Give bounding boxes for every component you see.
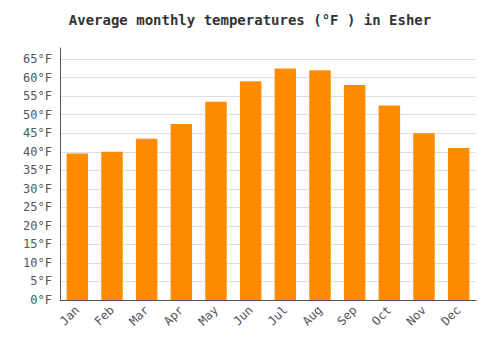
svg-text:15°F: 15°F: [23, 237, 52, 251]
svg-text:60°F: 60°F: [23, 71, 52, 85]
svg-text:Jun: Jun: [230, 303, 255, 328]
svg-text:30°F: 30°F: [23, 182, 52, 196]
svg-text:40°F: 40°F: [23, 145, 52, 159]
svg-text:Average monthly temperatures (: Average monthly temperatures (°F ) in Es…: [69, 12, 431, 28]
svg-text:50°F: 50°F: [23, 108, 52, 122]
svg-text:Sep: Sep: [334, 303, 359, 328]
svg-text:Feb: Feb: [92, 303, 117, 328]
svg-text:May: May: [196, 303, 221, 328]
svg-text:45°F: 45°F: [23, 126, 52, 140]
svg-text:Apr: Apr: [161, 303, 186, 328]
svg-text:10°F: 10°F: [23, 256, 52, 270]
svg-text:Jan: Jan: [57, 303, 82, 328]
svg-text:Oct: Oct: [369, 303, 394, 328]
svg-text:5°F: 5°F: [30, 274, 52, 288]
svg-text:Aug: Aug: [300, 303, 325, 328]
svg-text:Jul: Jul: [265, 303, 290, 328]
svg-text:35°F: 35°F: [23, 163, 52, 177]
svg-text:25°F: 25°F: [23, 200, 52, 214]
svg-text:20°F: 20°F: [23, 219, 52, 233]
svg-text:Dec: Dec: [438, 303, 463, 328]
svg-text:55°F: 55°F: [23, 89, 52, 103]
svg-text:Mar: Mar: [126, 303, 151, 328]
svg-text:Nov: Nov: [404, 303, 429, 328]
svg-text:0°F: 0°F: [30, 293, 52, 307]
svg-text:65°F: 65°F: [23, 52, 52, 66]
